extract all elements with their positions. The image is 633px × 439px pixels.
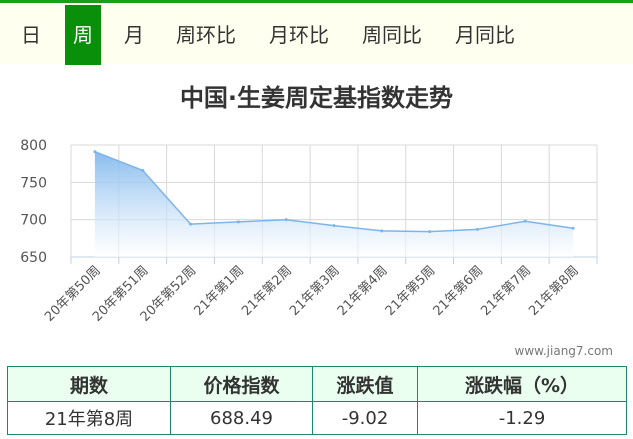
x-tick-label: 21年第2周	[239, 263, 295, 319]
data-point	[523, 219, 527, 223]
y-tick-label: 800	[20, 138, 47, 154]
data-point	[571, 226, 575, 230]
tab-month-mom[interactable]: 月环比	[269, 23, 329, 47]
data-point	[141, 168, 145, 172]
x-tick-label: 21年第4周	[335, 263, 391, 319]
cell-period: 21年第8周	[7, 401, 171, 435]
x-tick-label: 21年第5周	[383, 263, 439, 319]
data-point	[332, 224, 336, 228]
cell-change-percent: -1.29	[417, 401, 627, 435]
tab-day[interactable]: 日	[21, 23, 41, 47]
x-tick-label: 21年第6周	[431, 263, 487, 319]
index-summary-table: 期数 价格指数 涨跌值 涨跌幅（%） 21年第8周 688.49 -9.02 -…	[7, 366, 627, 435]
y-tick-label: 700	[20, 213, 47, 229]
chart-title: 中国·生姜周定基指数走势	[179, 84, 454, 112]
data-point	[236, 220, 240, 224]
cell-price-index: 688.49	[170, 401, 313, 435]
table-row: 21年第8周 688.49 -9.02 -1.29	[7, 401, 627, 435]
data-point	[284, 218, 288, 222]
y-tick-label: 750	[20, 175, 47, 191]
tab-week-mom[interactable]: 周环比	[176, 23, 236, 47]
index-trend-chart: 65070075080020年第50周20年第51周20年第52周21年第1周2…	[20, 138, 598, 325]
y-tick-label: 650	[20, 250, 47, 266]
x-tick-label: 21年第1周	[191, 263, 247, 319]
header-change-value: 涨跌值	[312, 366, 418, 402]
tab-month[interactable]: 月	[124, 23, 144, 47]
watermark: www.jiang7.com	[514, 344, 613, 358]
table-header-row: 期数 价格指数 涨跌值 涨跌幅（%）	[7, 366, 627, 402]
tab-week[interactable]: 周	[65, 5, 101, 65]
tab-week-yoy[interactable]: 周同比	[362, 23, 422, 47]
header-period: 期数	[7, 366, 171, 402]
x-tick-label: 21年第8周	[526, 263, 582, 319]
data-point	[428, 230, 432, 234]
header-price-index: 价格指数	[170, 366, 313, 402]
data-point	[93, 150, 97, 154]
data-point	[189, 222, 193, 226]
data-point	[380, 229, 384, 233]
x-tick-label: 21年第7周	[478, 263, 534, 319]
cell-change-value: -9.02	[312, 401, 418, 435]
x-tick-label: 21年第3周	[287, 263, 343, 319]
period-tabs: 日 周 月 周环比 月环比 周同比 月同比	[0, 0, 633, 65]
header-change-percent: 涨跌幅（%）	[417, 366, 627, 402]
tab-month-yoy[interactable]: 月同比	[455, 23, 515, 47]
data-point	[475, 227, 479, 231]
